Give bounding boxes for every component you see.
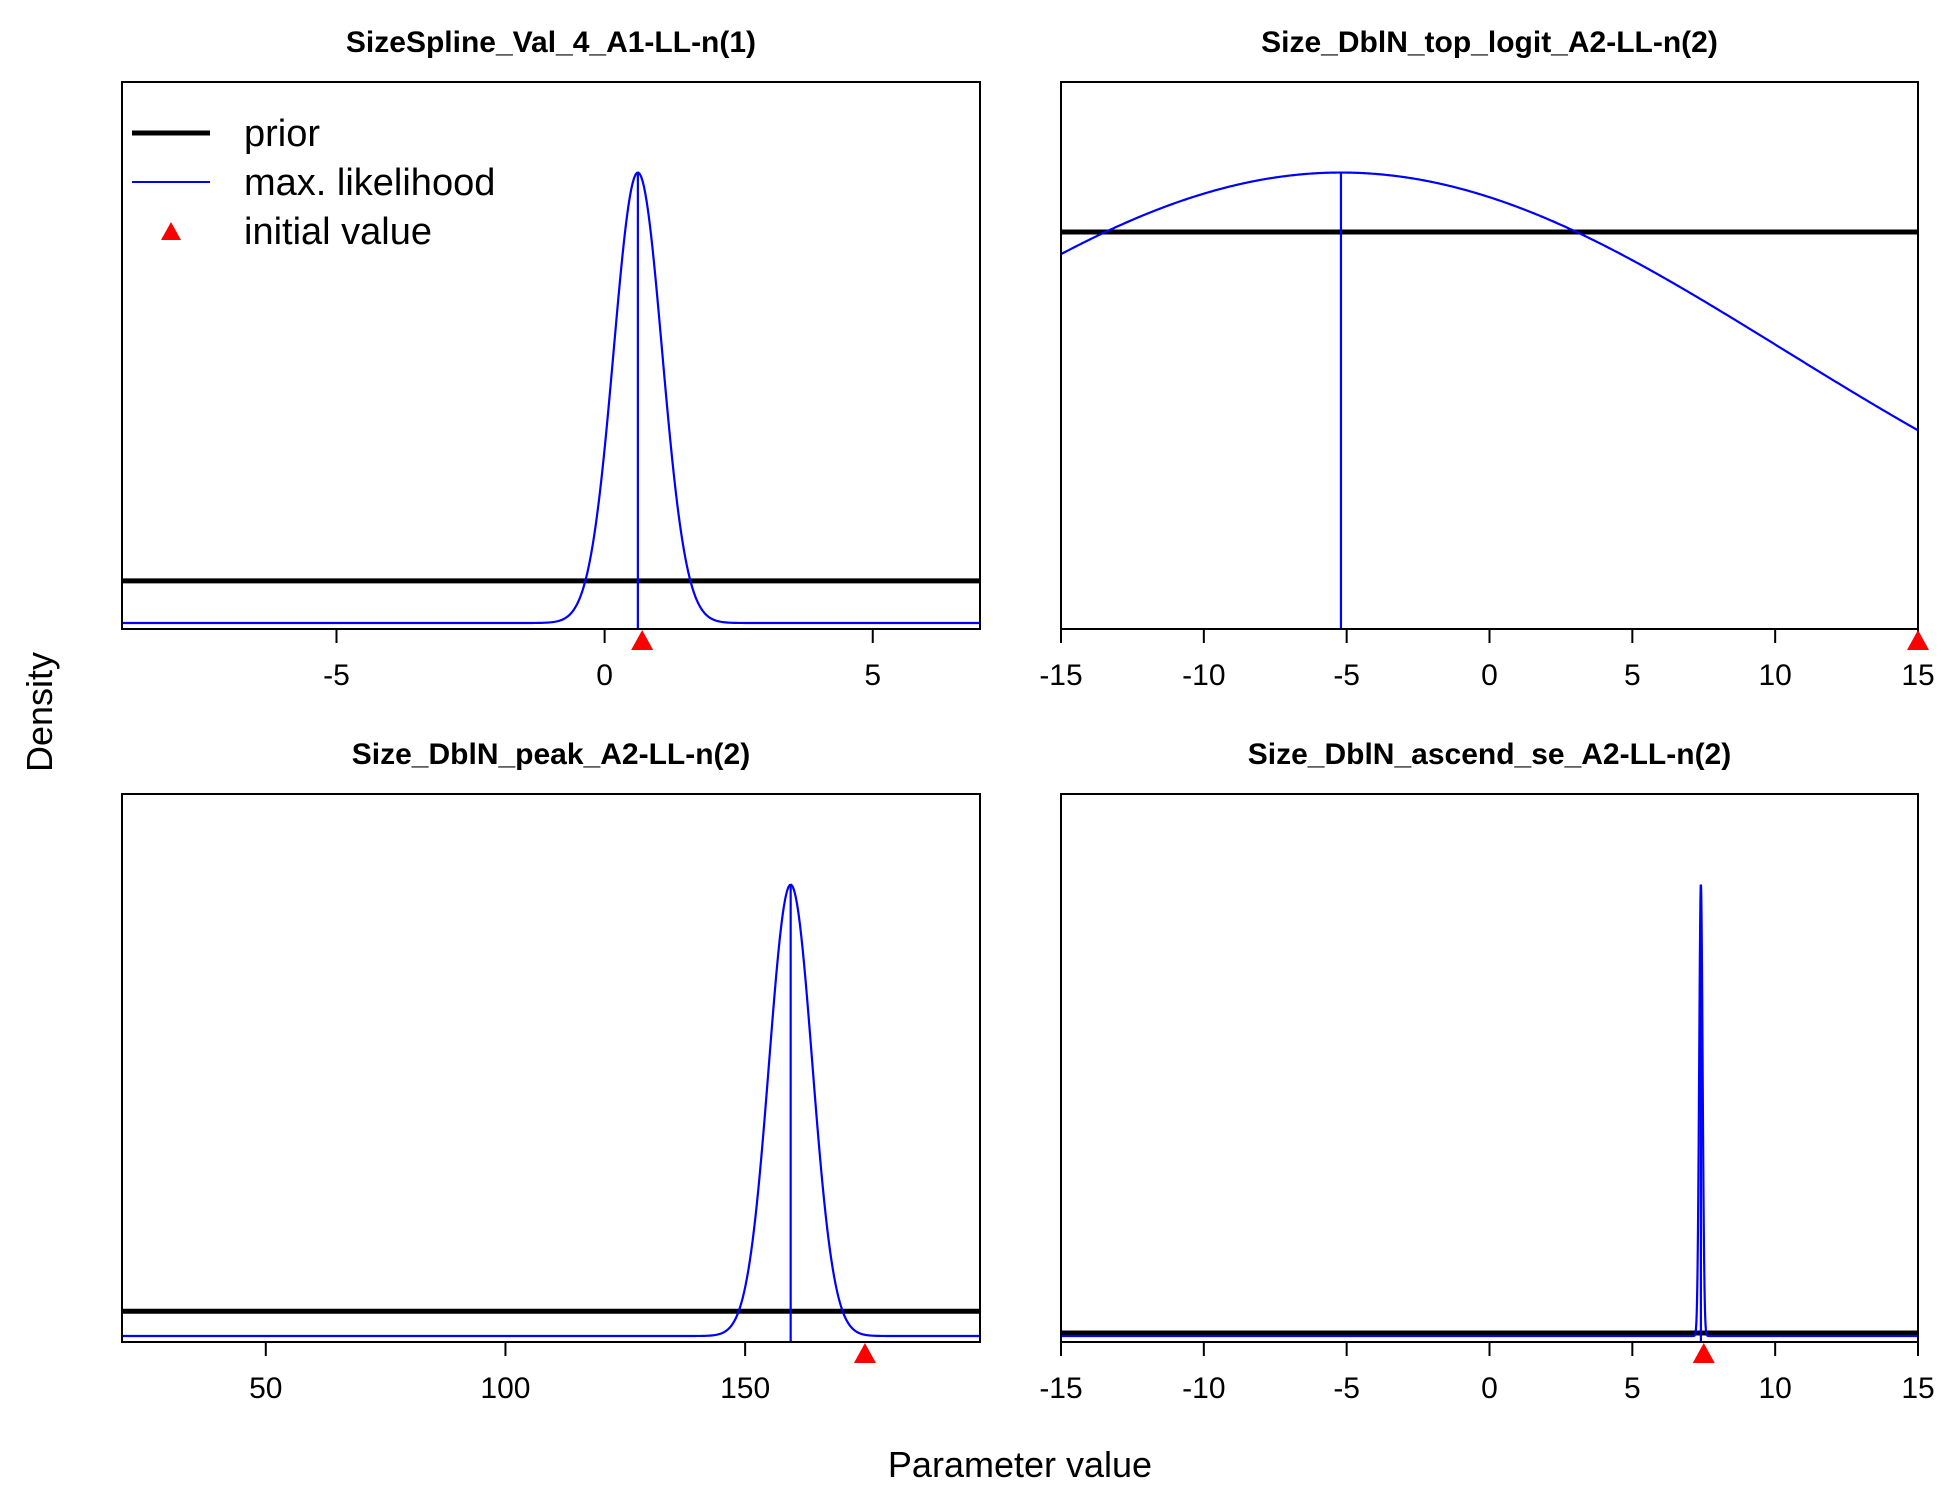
legend-swatch-initial [161,222,181,240]
x-tick-label: -5 [323,659,350,692]
initial-value-marker [1692,1343,1715,1363]
x-tick-label: 100 [480,1372,530,1405]
x-tick-label: -15 [1039,659,1082,692]
x-tick-label: 150 [720,1372,770,1405]
plot-box [1060,793,1919,1343]
x-tick-label: -10 [1182,659,1225,692]
x-tick-label: 5 [864,659,881,692]
panel-title: SizeSpline_Val_4_A1-LL-n(1) [346,26,756,59]
x-tick-label: 0 [1481,659,1498,692]
legend: prior max. likelihood initial value [132,113,495,253]
x-tick-label: -5 [1333,659,1360,692]
panel-title: Size_DblN_top_logit_A2-LL-n(2) [1261,26,1718,59]
x-tick-label: 5 [1624,659,1641,692]
plot-box [1060,81,1919,630]
x-tick-label: 15 [1901,1372,1934,1405]
plot-box [121,81,981,630]
legend-label: max. likelihood [244,162,495,204]
mle-curve [1061,884,1918,1338]
x-tick-label: 0 [1481,1372,1498,1405]
y-axis-title: Density [19,652,60,772]
x-tick-label: 10 [1758,659,1791,692]
legend-item-initial-value: initial value [161,211,432,253]
legend-label: initial value [244,211,432,253]
panel-3: Size_DblN_peak_A2-LL-n(2) 50 100 150 [121,738,981,1405]
legend-label: prior [244,113,320,155]
panel-1: SizeSpline_Val_4_A1-LL-n(1) -5 0 5 [121,26,981,692]
x-tick-label: 50 [249,1372,282,1405]
mle-curve [122,171,980,625]
panel-2: Size_DblN_top_logit_A2-LL-n(2) -15 -10 -5 0 5… [1039,26,1934,692]
initial-value-marker [631,630,654,650]
panel-4: Size_DblN_ascend_se_A2-LL-n(2) -15 -10 -5 0 5… [1039,738,1934,1405]
plot-box [121,793,981,1343]
panel-title: Size_DblN_peak_A2-LL-n(2) [352,738,750,771]
legend-item-max-likelihood: max. likelihood [132,162,495,204]
mle-curve [122,883,980,1338]
x-tick-label: -5 [1333,1372,1360,1405]
mle-curve [1060,171,1919,432]
x-tick-label: 10 [1758,1372,1791,1405]
legend-item-prior: prior [132,113,320,155]
initial-value-marker [1907,630,1929,650]
x-tick-label: 0 [596,659,613,692]
initial-value-marker [853,1343,876,1363]
x-tick-label: -15 [1039,1372,1082,1405]
panel-title: Size_DblN_ascend_se_A2-LL-n(2) [1248,738,1732,771]
x-tick-label: 15 [1901,659,1934,692]
x-axis-title: Parameter value [888,1444,1152,1485]
x-tick-label: -10 [1182,1372,1225,1405]
x-tick-label: 5 [1624,1372,1641,1405]
